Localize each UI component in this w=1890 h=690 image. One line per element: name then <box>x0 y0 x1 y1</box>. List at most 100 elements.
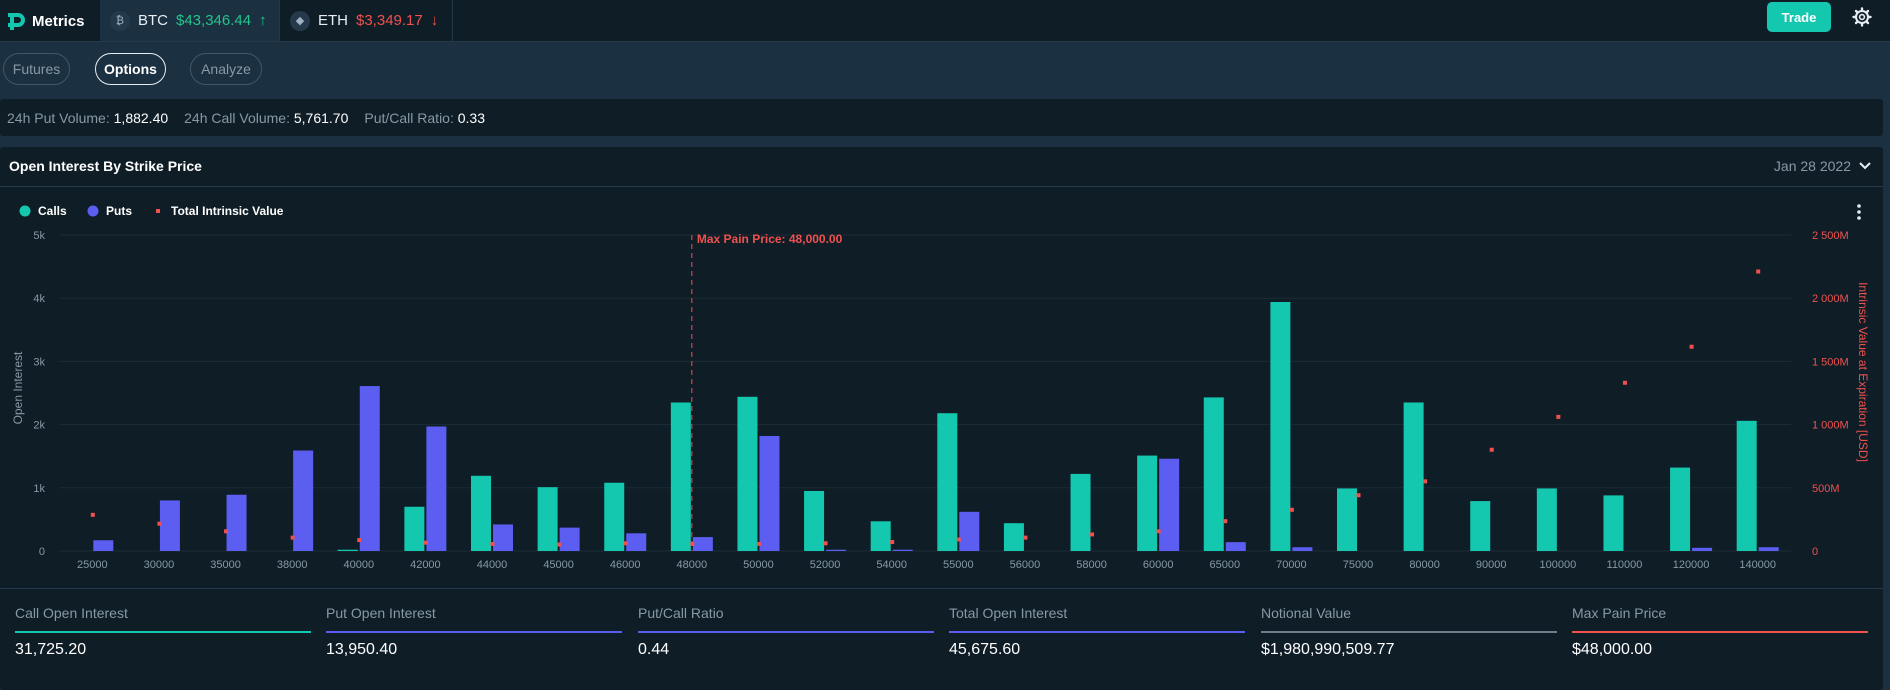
intrinsic-point[interactable] <box>823 541 828 546</box>
put-bar[interactable] <box>759 435 780 551</box>
put-bar[interactable] <box>559 527 580 551</box>
call-bar[interactable] <box>1670 467 1691 551</box>
put-bar[interactable] <box>1225 542 1246 551</box>
intrinsic-point[interactable] <box>1689 344 1694 349</box>
intrinsic-point[interactable] <box>1489 447 1494 452</box>
call-bar[interactable] <box>1203 397 1224 551</box>
y2-tick-label: 1 500M <box>1812 356 1849 368</box>
put-bar[interactable] <box>1292 547 1313 551</box>
legend-puts[interactable]: Puts <box>87 204 133 218</box>
x-tick-label: 140000 <box>1739 559 1776 571</box>
intrinsic-point[interactable] <box>1023 535 1028 540</box>
intrinsic-point[interactable] <box>623 541 628 546</box>
call-bar[interactable] <box>737 396 758 551</box>
call-bar[interactable] <box>404 506 425 551</box>
card-underline <box>15 631 311 633</box>
intrinsic-point[interactable] <box>290 535 295 540</box>
call-bar[interactable] <box>1003 523 1024 551</box>
legend-intrinsic[interactable]: Total Intrinsic Value <box>156 204 284 218</box>
put-bar[interactable] <box>1758 547 1779 551</box>
call-bar[interactable] <box>1070 473 1091 551</box>
call-bar[interactable] <box>1536 488 1557 551</box>
intrinsic-point[interactable] <box>956 537 961 542</box>
expiry-dropdown[interactable]: Jan 28 2022 <box>1774 158 1871 174</box>
intrinsic-point[interactable] <box>1423 479 1428 484</box>
gear-icon[interactable] <box>1852 7 1872 27</box>
intrinsic-point[interactable] <box>1090 532 1095 537</box>
intrinsic-point[interactable] <box>490 541 495 546</box>
more-vertical-icon[interactable] <box>1857 204 1861 220</box>
intrinsic-point[interactable] <box>1223 519 1228 524</box>
summary-put-open-interest: Put Open Interest 13,950.40 <box>326 589 623 689</box>
intrinsic-point[interactable] <box>90 512 95 517</box>
put-bar[interactable] <box>159 500 180 551</box>
ticker-btc[interactable]: ₿ BTC $43,346.44 ↑ <box>100 0 280 41</box>
tab-analyze[interactable]: Analyze <box>190 53 262 85</box>
call-bar[interactable] <box>1603 495 1624 551</box>
call-bar[interactable] <box>870 521 891 551</box>
put-bar[interactable] <box>493 524 513 551</box>
intrinsic-point[interactable] <box>1289 507 1294 512</box>
summary-row: Call Open Interest 31,725.20 Put Open In… <box>0 588 1883 690</box>
put-bar[interactable] <box>959 511 980 551</box>
put-bar[interactable] <box>826 549 847 551</box>
put-bar[interactable] <box>359 386 380 551</box>
call-bar[interactable] <box>1403 402 1424 551</box>
intrinsic-point[interactable] <box>357 538 362 543</box>
bitcoin-icon: ₿ <box>110 10 130 31</box>
chart-area: 0 1k 2k 3k 4k 5k 0 500M 1 000M 1 500M 2 000M 2 500M… <box>0 188 1883 588</box>
intrinsic-point[interactable] <box>1622 380 1627 385</box>
put-bar[interactable] <box>93 540 114 551</box>
put-bar[interactable] <box>892 549 913 551</box>
intrinsic-point[interactable] <box>1156 529 1161 534</box>
call-bar[interactable] <box>604 482 625 551</box>
call-bar[interactable] <box>1736 420 1757 551</box>
put-bar[interactable] <box>226 494 247 551</box>
y2-tick-label: 0 <box>1812 546 1818 558</box>
intrinsic-point[interactable] <box>1756 269 1761 274</box>
call-bar[interactable] <box>1337 488 1357 551</box>
trade-button[interactable]: Trade <box>1767 2 1831 32</box>
x-tick-label: 55000 <box>943 559 974 571</box>
intrinsic-point[interactable] <box>157 521 162 526</box>
logo-icon <box>8 13 25 30</box>
x-tick-label: 30000 <box>144 559 175 571</box>
tab-futures[interactable]: Futures <box>3 53 70 85</box>
intrinsic-point[interactable] <box>224 529 229 534</box>
x-tick-label: 58000 <box>1076 559 1107 571</box>
call-bar[interactable] <box>937 413 958 551</box>
call-bar[interactable] <box>1270 301 1291 551</box>
call-bar[interactable] <box>1137 455 1158 551</box>
x-tick-label: 25000 <box>77 559 108 571</box>
tab-options[interactable]: Options <box>95 53 166 85</box>
intrinsic-point[interactable] <box>756 541 761 546</box>
call-bar[interactable] <box>670 402 691 551</box>
x-tick-label: 44000 <box>477 559 508 571</box>
x-tick-label: 46000 <box>610 559 641 571</box>
intrinsic-point[interactable] <box>557 542 562 547</box>
intrinsic-point[interactable] <box>1556 414 1561 419</box>
put-bar[interactable] <box>293 450 314 551</box>
call-bar[interactable] <box>537 487 558 551</box>
intrinsic-point[interactable] <box>423 540 428 545</box>
ticker-eth[interactable]: ◆ ETH $3,349.17 ↓ <box>280 0 453 41</box>
legend-calls[interactable]: Calls <box>19 204 68 218</box>
intrinsic-point[interactable] <box>1356 493 1361 498</box>
card-underline <box>1572 631 1868 633</box>
call-bar[interactable] <box>804 490 825 551</box>
call-bar[interactable] <box>471 475 491 551</box>
call-bar[interactable] <box>337 549 358 551</box>
brand-name: Metrics <box>32 12 85 30</box>
put-bar[interactable] <box>1159 458 1180 551</box>
intrinsic-point[interactable] <box>890 540 895 545</box>
arrow-down-icon: ↓ <box>430 12 439 29</box>
brand-logo[interactable]: Metrics <box>6 6 85 36</box>
put-bar[interactable] <box>692 537 713 551</box>
x-tick-label: 42000 <box>410 559 441 571</box>
summary-call-open-interest: Call Open Interest 31,725.20 <box>15 589 312 689</box>
put-bar[interactable] <box>1692 547 1713 551</box>
put-bar[interactable] <box>426 426 447 551</box>
call-bar[interactable] <box>1470 501 1491 551</box>
panel-title: Open Interest By Strike Price <box>9 158 202 174</box>
put-bar[interactable] <box>626 533 647 551</box>
